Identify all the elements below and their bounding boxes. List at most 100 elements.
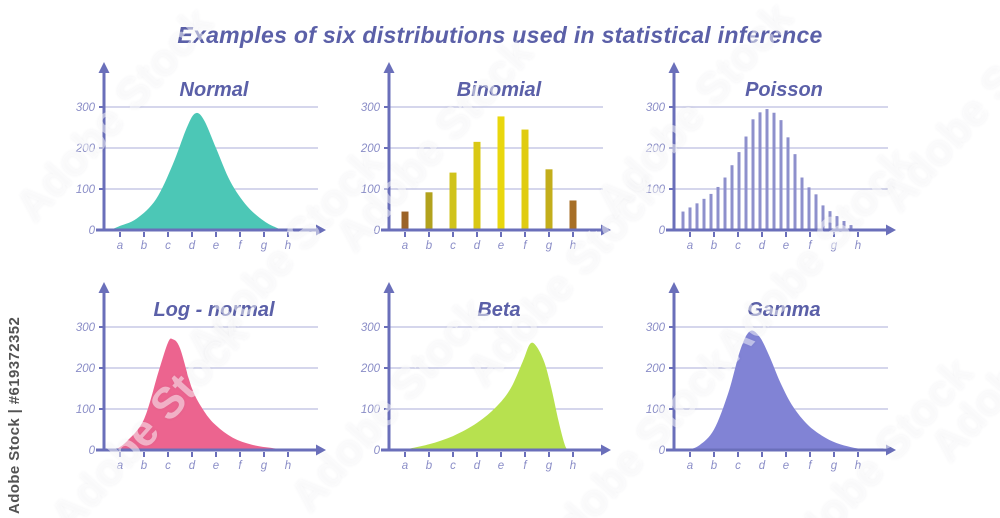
y-tick-label: 0 [374, 445, 381, 457]
chart-poisson: 0 100 200 300 a b c d e f g h Poisson [642, 56, 900, 268]
bar [449, 172, 457, 229]
y-tick-label: 300 [646, 322, 666, 334]
y-tick-label: 100 [361, 184, 381, 196]
y-axis-arrow [668, 282, 680, 293]
x-tick-label: d [474, 240, 481, 252]
watermark-tile: Adobe Stock [325, 28, 543, 261]
y-axis-arrow [383, 282, 395, 293]
x-tick-label: g [546, 240, 553, 252]
y-tick-label: 0 [659, 445, 666, 457]
comb-bar [828, 211, 832, 229]
x-tick-label: c [165, 460, 171, 472]
watermark-tile: Adobe Stock [525, 338, 743, 518]
chart-binomial-svg: 0 100 200 300 a b c d e f g h Binomial [360, 62, 611, 252]
y-tick-label: 0 [89, 445, 96, 457]
y-tick-label: 200 [645, 143, 666, 155]
x-axis-arrow [886, 444, 896, 456]
x-tick-label: e [213, 460, 219, 472]
y-tick-label: 200 [75, 363, 96, 375]
chart-beta-svg: 0 100 200 300 a b c d e f g h Beta [360, 282, 611, 472]
x-axis-arrow [886, 224, 896, 236]
comb-bar [681, 211, 685, 229]
x-tick-label: a [687, 240, 693, 252]
x-tick-label: h [855, 460, 861, 472]
watermark-tile: Adobe Stock [870, 0, 1000, 221]
y-tick-label: 100 [76, 184, 96, 196]
watermark-tile: Adobe Stock [455, 163, 673, 396]
watermark-tile: Adobe Stock [705, 138, 923, 371]
y-axis-arrow [98, 62, 110, 73]
x-tick-label: a [402, 460, 408, 472]
comb-bar [730, 165, 734, 229]
x-axis-arrow [316, 224, 326, 236]
x-tick-label: c [735, 460, 741, 472]
y-tick-label: 300 [646, 102, 666, 114]
x-tick-label: h [285, 460, 291, 472]
comb-bar [744, 136, 748, 229]
chart-beta: 0 100 200 300 a b c d e f g h Beta [357, 276, 615, 488]
x-tick-label: d [759, 460, 766, 472]
y-tick-label: 100 [646, 404, 666, 416]
comb-bar [786, 137, 790, 229]
x-tick-label: g [546, 460, 553, 472]
bar [497, 116, 505, 229]
y-tick-label: 300 [361, 102, 381, 114]
bar [473, 141, 481, 229]
bar [569, 200, 577, 229]
chart-gamma: 0 100 200 300 a b c d e f g h Gamma [642, 276, 900, 488]
x-tick-label: g [261, 460, 268, 472]
x-tick-label: g [261, 240, 268, 252]
watermark-tile: Adobe Stock [175, 138, 393, 371]
x-axis-arrow [316, 444, 326, 456]
watermark-tile: Adobe Stock [585, 0, 803, 226]
page-title: Examples of six distributions used in st… [177, 22, 823, 48]
x-tick-label: b [711, 240, 718, 252]
comb-bar [758, 112, 762, 229]
distribution-curve [110, 112, 284, 230]
watermark-tile: Adobe Stock [920, 238, 1000, 471]
chart-title: Beta [477, 299, 520, 321]
x-tick-label: c [735, 240, 741, 252]
y-tick-label: 200 [645, 363, 666, 375]
x-tick-label: e [783, 240, 789, 252]
watermark-tile: Adobe Stock [5, 0, 223, 231]
chart-binomial: 0 100 200 300 a b c d e f g h Binomial [357, 56, 615, 268]
x-tick-label: e [213, 240, 219, 252]
bar [401, 211, 409, 229]
comb-bar [737, 152, 741, 229]
x-tick-label: c [450, 460, 456, 472]
bar [545, 169, 553, 229]
x-tick-label: e [498, 460, 504, 472]
y-axis-arrow [98, 282, 110, 293]
comb-bar [835, 216, 839, 229]
y-tick-label: 200 [75, 143, 96, 155]
x-tick-label: h [855, 240, 861, 252]
watermark-tile: Adobe Stock [280, 288, 498, 518]
y-tick-label: 0 [374, 225, 381, 237]
x-tick-label: a [117, 240, 123, 252]
comb-bar [842, 220, 846, 229]
x-tick-label: e [498, 240, 504, 252]
watermark-tile: Adobe Stock [765, 348, 983, 518]
distribution-curve [687, 330, 868, 450]
comb-bar [772, 112, 776, 229]
x-axis-arrow [601, 224, 611, 236]
x-tick-label: h [285, 240, 291, 252]
chart-log-normal: 0 100 200 300 a b c d e f g h Log - normal [72, 276, 330, 488]
bar [521, 129, 529, 229]
x-tick-label: b [711, 460, 718, 472]
comb-bar [751, 119, 755, 229]
x-tick-label: f [523, 460, 528, 472]
comb-bar [716, 186, 720, 229]
comb-bar [709, 193, 713, 229]
comb-bar [807, 187, 811, 229]
comb-bar [688, 207, 692, 229]
x-tick-label: f [523, 240, 528, 252]
chart-log-normal-svg: 0 100 200 300 a b c d e f g h Log - normal [75, 282, 326, 472]
x-tick-label: a [687, 460, 693, 472]
y-tick-label: 300 [361, 322, 381, 334]
y-tick-label: 300 [76, 102, 96, 114]
x-tick-label: c [450, 240, 456, 252]
